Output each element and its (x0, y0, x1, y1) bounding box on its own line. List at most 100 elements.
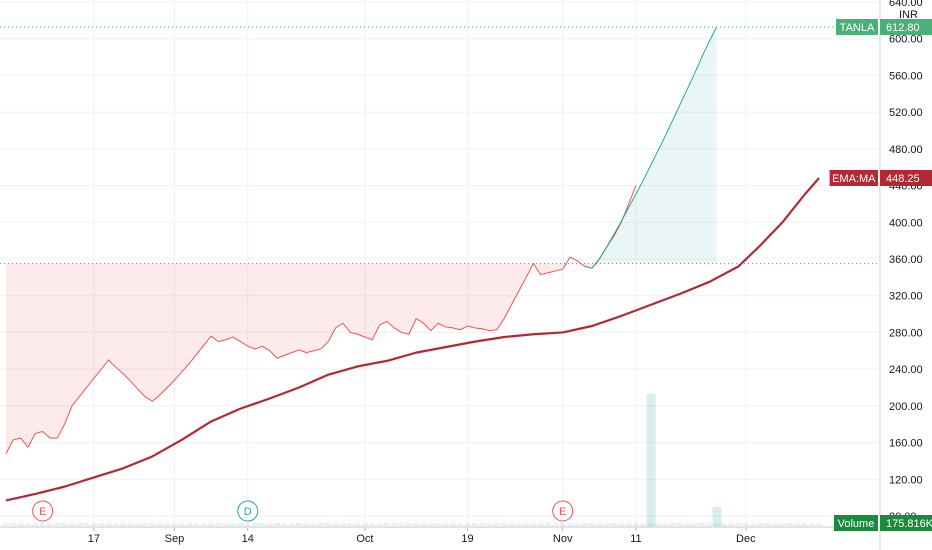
volume-bar (698, 523, 705, 527)
volume-bar (662, 523, 669, 527)
volume-bar (742, 523, 749, 527)
volume-bar (208, 523, 215, 527)
volume-bar (618, 523, 625, 527)
volume-bar (471, 523, 478, 527)
volume-bar (244, 523, 251, 527)
volume-bar (589, 523, 595, 527)
event-marker-letter[interactable]: E (559, 506, 566, 518)
volume-bar (449, 523, 456, 527)
volume-bar (442, 523, 449, 527)
y-tick-label: 280.00 (889, 327, 923, 339)
volume-bar (369, 523, 376, 527)
volume-bar (354, 523, 361, 527)
volume-bar (127, 523, 134, 527)
volume-bar (427, 523, 434, 527)
volume-bar (493, 523, 500, 527)
price-tag-label: EMA:MA (832, 173, 876, 185)
time-axis[interactable]: 17 Sep 14 Oct 19 Nov 11 Dec (0, 526, 932, 545)
volume-bar (361, 523, 368, 527)
y-tick-label: 360.00 (889, 254, 923, 266)
currency-label: INR (899, 9, 918, 21)
volume-bar (339, 523, 346, 527)
volume-bar (376, 523, 383, 527)
volume-bar (303, 523, 310, 527)
y-tick-label: 120.00 (889, 474, 923, 486)
volume-bar (90, 523, 97, 527)
volume-bar (83, 523, 90, 527)
y-tick-label: 600.00 (889, 34, 923, 46)
volume-bar (24, 523, 31, 527)
volume-bar (574, 523, 581, 527)
volume-bar (691, 523, 698, 527)
volume-bar (54, 523, 61, 527)
volume-bar (750, 523, 757, 527)
price-tag-label-bg (829, 169, 878, 186)
volume-bar (706, 523, 713, 527)
price-tag-label-bg (834, 515, 878, 531)
volume-bar (230, 523, 237, 527)
volume-bar (317, 523, 324, 527)
volume-bar (98, 523, 105, 527)
volume-bar (772, 523, 779, 527)
volume-bar (171, 523, 178, 527)
volume-bar (288, 523, 295, 527)
volume-bar (713, 523, 720, 527)
volume-bar (435, 523, 442, 527)
volume-bar (420, 523, 427, 527)
volume-bar (501, 523, 508, 527)
volume-bars (3, 393, 823, 527)
x-tick-label: Dec (736, 533, 756, 545)
event-marker-letter[interactable]: E (39, 506, 46, 518)
x-tick-label: Oct (356, 533, 373, 545)
volume-bar (669, 523, 676, 527)
volume-bar (164, 523, 171, 527)
volume-bar (603, 523, 610, 527)
volume-bar (640, 523, 647, 527)
volume-bar (178, 523, 185, 527)
volume-bar (486, 523, 493, 527)
volume-bar (779, 523, 786, 527)
y-tick-label: 640.00 (889, 0, 923, 9)
volume-bar (398, 523, 405, 527)
x-tick-label: 14 (242, 533, 254, 545)
event-marker-circle[interactable] (32, 500, 54, 522)
volume-bar (266, 523, 273, 527)
volume-bar (405, 523, 412, 527)
price-tag-value-bg (880, 515, 932, 531)
volume-bar (567, 523, 574, 527)
volume-bar (581, 523, 588, 527)
volume-bar (537, 523, 544, 527)
volume-bar (68, 523, 75, 527)
volume-bar (186, 523, 193, 527)
price-tag-label-bg (836, 18, 878, 35)
volume-bar (552, 523, 559, 527)
price-tag-value: 612.80 (886, 22, 920, 34)
highlight-areas (6, 26, 717, 454)
volume-bar (523, 523, 530, 527)
volume-bar (156, 523, 163, 527)
volume-bar (545, 523, 552, 527)
below-level-area (6, 263, 636, 454)
event-marker-circle[interactable] (552, 500, 574, 522)
volume-bar (259, 523, 266, 527)
price-tag-value-bg (880, 18, 932, 35)
price-axis[interactable]: 80.00120.00160.00200.00240.00280.00320.0… (879, 0, 923, 550)
volume-bar (39, 523, 46, 527)
y-tick-label: 160.00 (889, 438, 923, 450)
x-tick-label: 17 (88, 533, 100, 545)
volume-bar (757, 523, 764, 527)
volume-bar (735, 523, 742, 527)
x-tick-label: 11 (630, 533, 641, 545)
volume-bar (383, 523, 390, 527)
event-marker-letter[interactable]: D (244, 506, 252, 518)
price-tag-value: 175.816K (886, 518, 932, 530)
event-marker-circle[interactable] (237, 500, 259, 522)
volume-bar (332, 523, 339, 527)
volume-bar (76, 523, 83, 527)
volume-bar (142, 523, 149, 527)
volume-bar (464, 523, 471, 527)
volume-bar (559, 523, 566, 527)
price-tag-label: Volume (838, 518, 875, 530)
